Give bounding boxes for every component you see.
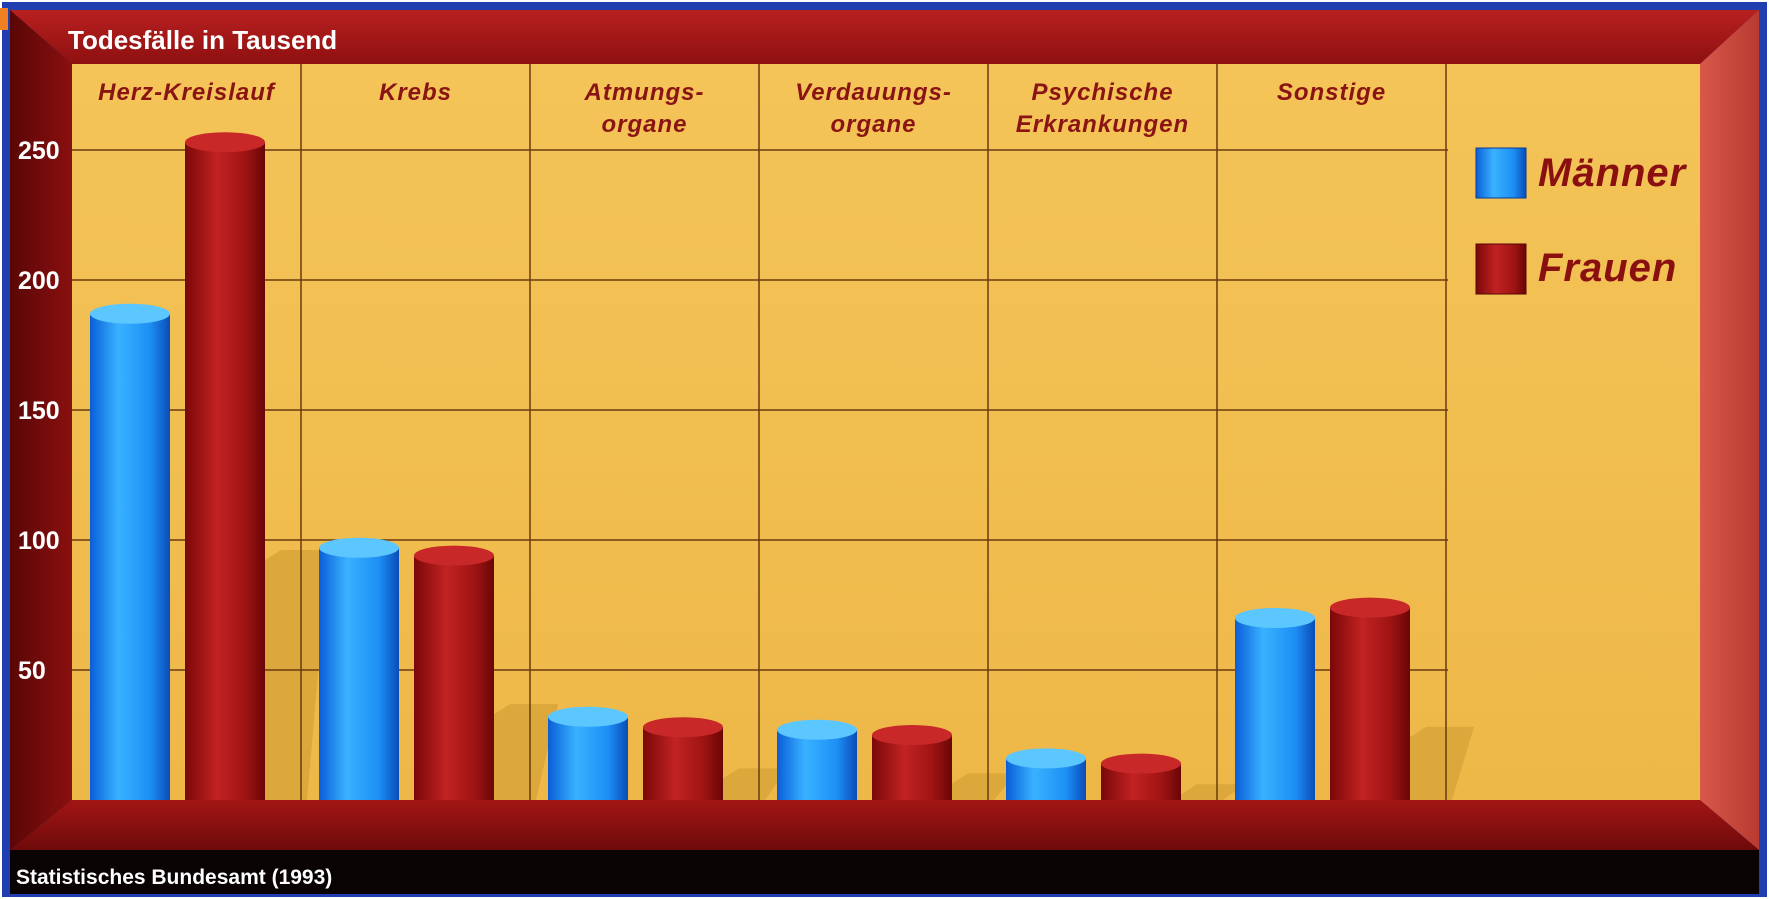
- bar-shadow-2: [717, 768, 787, 800]
- bar-body-maenner-4: [1006, 758, 1086, 800]
- source-bar: [10, 850, 1759, 894]
- bar-cap-maenner-1: [319, 537, 399, 558]
- bar-body-frauen-3: [872, 735, 952, 800]
- bar-cap-frauen-0: [185, 132, 265, 153]
- bar-maenner-1: [319, 537, 399, 800]
- bar-cap-frauen-5: [1330, 597, 1410, 618]
- y-tick-200: 200: [18, 267, 60, 295]
- y-axis-ticks: 50 100 150 200 250: [18, 137, 60, 685]
- bar-maenner-5: [1235, 608, 1315, 800]
- bar-body-frauen-5: [1330, 607, 1410, 800]
- bar-cap-maenner-2: [548, 706, 628, 727]
- bar-body-maenner-5: [1235, 618, 1315, 800]
- y-tick-50: 50: [18, 657, 46, 685]
- bar-cap-frauen-2: [643, 717, 723, 738]
- bar-shadow-4: [1175, 784, 1245, 800]
- bar-shadow-1: [488, 704, 558, 800]
- bars: [90, 132, 1410, 800]
- bar-shadow-0: [259, 550, 329, 800]
- bar-shadows: [259, 550, 1474, 800]
- category-label-2: Atmungs-organe: [584, 79, 705, 138]
- category-label-0: Herz-Kreislauf: [98, 79, 276, 106]
- legend-label-frauen: Frauen: [1538, 246, 1677, 290]
- y-tick-150: 150: [18, 397, 60, 425]
- bar-body-frauen-4: [1101, 763, 1181, 800]
- bar-frauen-3: [872, 725, 952, 800]
- bar-maenner-3: [777, 719, 857, 800]
- chart-title: Todesfälle in Tausend: [68, 25, 337, 55]
- legend-swatch-frauen: [1475, 243, 1527, 295]
- bar-body-maenner-0: [90, 313, 170, 800]
- frame-top: [10, 10, 1759, 64]
- bar-cap-frauen-3: [872, 725, 952, 745]
- bar-cap-maenner-5: [1235, 608, 1315, 628]
- bar-body-maenner-1: [319, 547, 399, 800]
- bar-frauen-4: [1101, 753, 1181, 800]
- legend: Männer Frauen: [1475, 147, 1688, 295]
- frame-right: [1700, 10, 1759, 850]
- bar-cap-maenner-3: [777, 719, 857, 740]
- bar-body-frauen-1: [414, 555, 494, 800]
- category-label-5: Sonstige: [1277, 79, 1386, 106]
- bar-body-maenner-3: [777, 729, 857, 800]
- grid-lines: [72, 64, 1448, 800]
- category-label-4: Psychische Erkrankungen: [1016, 79, 1189, 138]
- bar-maenner-2: [548, 706, 628, 800]
- bar-cap-frauen-1: [414, 545, 494, 566]
- bar-body-frauen-2: [643, 727, 723, 800]
- bar-body-maenner-2: [548, 716, 628, 800]
- corner-accent: [0, 8, 8, 30]
- bar-frauen-1: [414, 545, 494, 800]
- legend-swatch-maenner: [1475, 147, 1527, 199]
- bar-shadow-5: [1404, 726, 1474, 800]
- bar-frauen-2: [643, 717, 723, 800]
- bar-cap-frauen-4: [1101, 753, 1181, 774]
- bar-cap-maenner-0: [90, 303, 170, 324]
- bar-maenner-0: [90, 303, 170, 800]
- bar-maenner-4: [1006, 748, 1086, 800]
- bar-cap-maenner-4: [1006, 748, 1086, 769]
- bar-shadow-3: [946, 773, 1016, 800]
- legend-label-maenner: Männer: [1538, 151, 1688, 195]
- bar-body-frauen-0: [185, 142, 265, 800]
- y-tick-100: 100: [18, 527, 60, 555]
- category-label-1: Krebs: [379, 79, 452, 106]
- frame-left: [10, 10, 72, 850]
- category-labels: Herz-Kreislauf Krebs Atmungs-organe Verdauu…: [98, 79, 1386, 138]
- bar-frauen-5: [1330, 597, 1410, 800]
- source-label: Statistisches Bundesamt (1993): [16, 866, 332, 889]
- category-label-3: Verdauungs-organe: [795, 79, 952, 138]
- bar-frauen-0: [185, 132, 265, 800]
- frame-bottom: [10, 800, 1759, 850]
- y-tick-250: 250: [18, 137, 60, 165]
